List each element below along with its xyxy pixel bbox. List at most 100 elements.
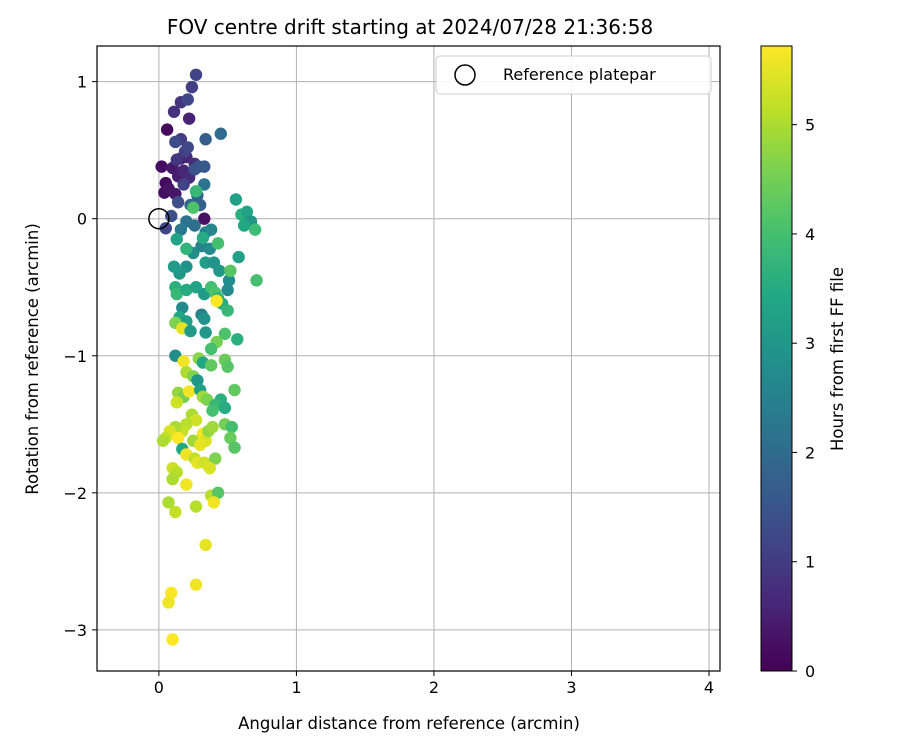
data-point (169, 135, 182, 149)
data-point (211, 486, 225, 500)
data-point (180, 242, 193, 256)
data-point (171, 431, 185, 445)
data-point (206, 420, 219, 434)
data-point (170, 396, 183, 409)
data-point (198, 178, 211, 191)
data-point (228, 441, 241, 454)
data-point (196, 231, 210, 245)
colorbar-tick-label: 0 (805, 662, 815, 681)
data-point (165, 586, 178, 600)
data-point (207, 496, 221, 509)
data-point (189, 68, 203, 81)
data-point (204, 359, 218, 372)
y-axis-label: Rotation from reference (arcmin) (23, 223, 42, 495)
data-point (248, 223, 262, 236)
x-axis-label: Angular distance from reference (arcmin) (238, 714, 580, 733)
data-point (171, 196, 185, 209)
data-point (198, 312, 211, 325)
legend: Reference platepar (435, 55, 712, 95)
data-point (156, 434, 170, 447)
data-point (174, 223, 188, 236)
data-point (198, 212, 211, 225)
data-point (228, 383, 241, 397)
data-point (155, 160, 168, 173)
data-point (177, 178, 190, 191)
data-point (160, 123, 174, 136)
data-point (170, 233, 183, 246)
chart-title: FOV centre drift starting at 2024/07/28 … (167, 15, 653, 39)
data-point (225, 420, 238, 434)
data-point (199, 133, 212, 146)
data-point (221, 283, 234, 297)
data-point (237, 219, 251, 232)
data-point (240, 205, 254, 219)
colorbar: 0 1 2 3 4 5 Hours from first FF file (760, 45, 847, 681)
x-tick-label: 1 (291, 678, 301, 697)
data-point (181, 141, 194, 154)
x-tick-label: 3 (566, 678, 576, 697)
data-point (224, 264, 237, 277)
data-point (229, 193, 243, 206)
plot-frame (96, 45, 721, 672)
data-point (189, 281, 203, 294)
y-tick-label: 1 (77, 73, 87, 92)
y-tick-label: −2 (63, 484, 87, 503)
colorbar-ticks: 0 1 2 3 4 5 (792, 116, 815, 681)
data-point (177, 355, 190, 368)
x-tick-label: 4 (704, 678, 714, 697)
colorbar-tick-label: 5 (805, 116, 815, 135)
data-point (184, 324, 197, 338)
reference-point-marker (148, 207, 170, 230)
legend-label: Reference platepar (503, 65, 656, 84)
data-point (213, 264, 226, 277)
data-point (224, 431, 237, 445)
data-point (170, 153, 183, 166)
data-point (193, 438, 207, 452)
data-point (206, 404, 219, 417)
data-point (167, 105, 181, 118)
data-point (199, 326, 212, 339)
data-point (182, 112, 196, 125)
y-tick-label: −3 (63, 621, 87, 640)
data-point (218, 401, 232, 415)
legend-box (435, 55, 712, 95)
data-point (167, 260, 181, 273)
y-tick-label: 0 (77, 210, 87, 229)
x-tick-label: 0 (154, 678, 164, 697)
data-point (214, 127, 227, 140)
colorbar-label: Hours from first FF file (828, 267, 847, 451)
data-point (166, 472, 179, 486)
data-point (162, 496, 175, 509)
data-point (191, 374, 204, 387)
colorbar-tick-label: 1 (805, 553, 815, 572)
x-tick-label: 2 (429, 678, 439, 697)
data-point (222, 274, 236, 287)
data-point (189, 578, 203, 591)
y-tick-label: −1 (63, 347, 87, 366)
data-point (189, 500, 203, 513)
data-point (182, 385, 196, 398)
data-point (204, 342, 218, 356)
data-point (189, 185, 203, 198)
legend-marker-icon (454, 64, 476, 86)
data-point (198, 160, 211, 173)
data-point (185, 80, 199, 94)
data-point (210, 294, 223, 308)
data-point (211, 237, 225, 250)
data-point (180, 478, 193, 491)
data-point (221, 360, 234, 373)
data-point (204, 223, 218, 236)
data-point (189, 413, 203, 427)
data-point (169, 505, 182, 519)
axis-ticks: 0 1 2 3 4 −3 −2 −1 0 1 (63, 73, 714, 697)
data-point (170, 287, 183, 301)
data-point (232, 250, 245, 264)
data-points (155, 68, 263, 646)
data-point (181, 93, 194, 106)
data-point (180, 283, 193, 297)
data-point (159, 222, 172, 235)
data-point (187, 201, 200, 214)
colorbar-tick-label: 3 (805, 334, 815, 353)
